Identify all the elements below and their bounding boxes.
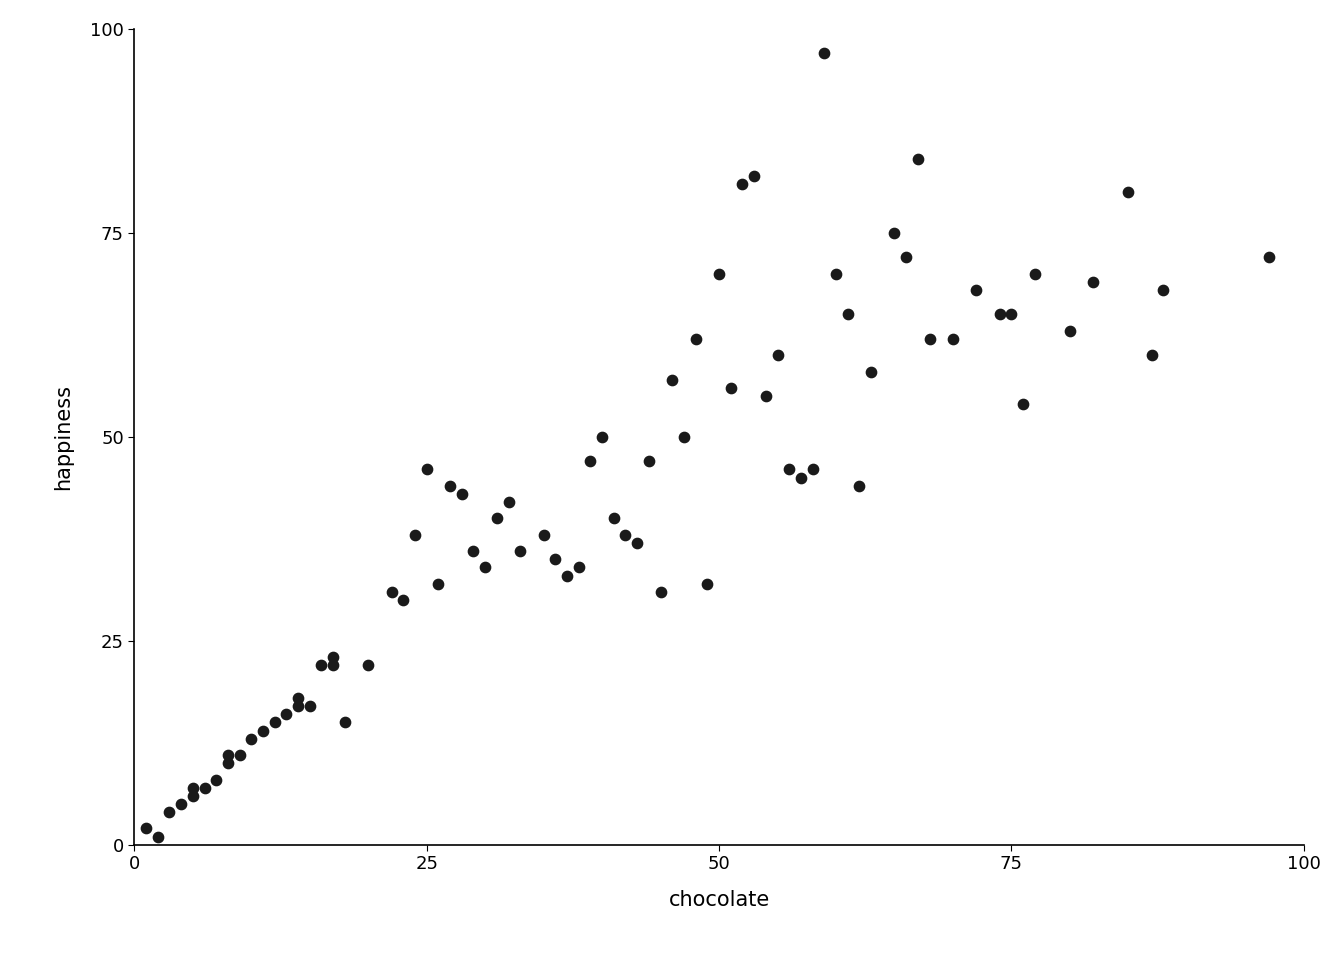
Point	[825, 266, 847, 281]
Point	[965, 282, 986, 298]
Point	[837, 307, 859, 323]
Point	[1258, 250, 1279, 265]
Point	[509, 543, 531, 559]
Point	[136, 821, 157, 836]
Point	[942, 331, 964, 347]
Point	[276, 707, 297, 722]
Point	[392, 592, 414, 608]
Point	[310, 658, 332, 673]
Point	[755, 388, 777, 403]
Point	[860, 364, 882, 379]
Point	[253, 723, 274, 738]
Point	[766, 348, 788, 363]
Point	[743, 168, 765, 183]
Point	[731, 176, 753, 191]
Point	[591, 429, 613, 444]
Point	[194, 780, 215, 795]
Point	[895, 250, 917, 265]
X-axis label: chocolate: chocolate	[668, 890, 770, 910]
Point	[427, 576, 449, 591]
Point	[544, 551, 566, 566]
Point	[569, 560, 590, 575]
Point	[146, 829, 168, 845]
Point	[474, 560, 496, 575]
Point	[579, 454, 601, 469]
Point	[790, 470, 812, 486]
Point	[919, 331, 941, 347]
Point	[323, 649, 344, 664]
Point	[206, 772, 227, 787]
Point	[335, 714, 356, 730]
Point	[218, 747, 239, 762]
Point	[1117, 184, 1138, 200]
Point	[171, 797, 192, 812]
Point	[497, 494, 519, 510]
Point	[181, 780, 204, 795]
Point	[778, 462, 800, 477]
Point	[532, 527, 554, 542]
Point	[661, 372, 683, 388]
Point	[673, 429, 695, 444]
Point	[848, 478, 870, 493]
Point	[405, 527, 426, 542]
Point	[813, 45, 835, 61]
Point	[696, 576, 718, 591]
Point	[298, 699, 321, 714]
Point	[638, 454, 660, 469]
Point	[181, 788, 204, 804]
Y-axis label: happiness: happiness	[54, 384, 74, 490]
Point	[228, 747, 250, 762]
Point	[1012, 396, 1034, 412]
Point	[884, 225, 906, 240]
Point	[603, 511, 625, 526]
Point	[241, 732, 262, 747]
Point	[1082, 275, 1103, 290]
Point	[626, 536, 648, 551]
Point	[685, 331, 707, 347]
Point	[614, 527, 636, 542]
Point	[263, 714, 285, 730]
Point	[462, 543, 484, 559]
Point	[1141, 348, 1163, 363]
Point	[417, 462, 438, 477]
Point	[708, 266, 730, 281]
Point	[452, 486, 473, 501]
Point	[907, 152, 929, 167]
Point	[380, 584, 402, 599]
Point	[556, 567, 578, 583]
Point	[1000, 307, 1021, 323]
Point	[650, 584, 672, 599]
Point	[159, 804, 180, 820]
Point	[989, 307, 1011, 323]
Point	[358, 658, 379, 673]
Point	[802, 462, 824, 477]
Point	[439, 478, 461, 493]
Point	[720, 380, 742, 396]
Point	[323, 658, 344, 673]
Point	[487, 511, 508, 526]
Point	[1153, 282, 1175, 298]
Point	[1059, 323, 1081, 339]
Point	[218, 756, 239, 771]
Point	[1024, 266, 1046, 281]
Point	[288, 699, 309, 714]
Point	[288, 690, 309, 706]
